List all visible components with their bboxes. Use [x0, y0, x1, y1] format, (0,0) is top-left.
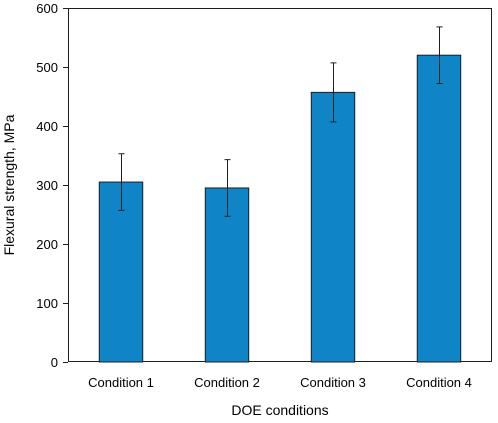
bar: [98, 181, 144, 363]
bar: [310, 91, 356, 363]
y-tick-label: 300: [36, 178, 58, 193]
y-tick-label: 400: [36, 119, 58, 134]
y-tick-label: 500: [36, 60, 58, 75]
y-tick-label: 100: [36, 296, 58, 311]
bar: [204, 187, 250, 363]
plot-frame: [68, 8, 492, 362]
y-tick-label: 0: [51, 355, 58, 370]
x-tick-label: Condition 2: [194, 375, 260, 390]
x-tick-label: Condition 1: [88, 375, 154, 390]
y-axis-title: Flexural strength, MPa: [1, 114, 17, 255]
x-tick-label: Condition 4: [406, 375, 472, 390]
y-tick-label: 600: [36, 1, 58, 16]
x-axis-title: DOE conditions: [231, 402, 328, 418]
bar: [416, 54, 462, 363]
y-tick-label: 200: [36, 237, 58, 252]
x-tick-label: Condition 3: [300, 375, 366, 390]
plot-area: 0 100 200 300 400 500 600 Condition 1 Condition …: [36, 1, 492, 390]
